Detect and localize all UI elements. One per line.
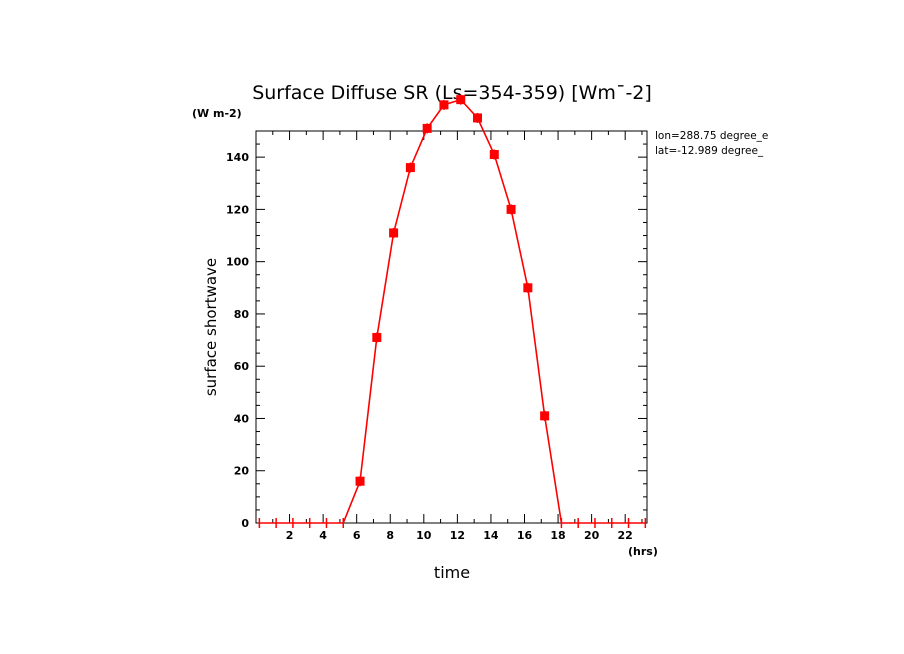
point-marker: [372, 332, 382, 342]
point-marker: [506, 204, 516, 214]
chart-title: Surface Diffuse SR (Ls=354-359) [Wm¯-2]: [252, 82, 652, 104]
x-tick-label: 22: [618, 529, 633, 542]
y-tick-label: 60: [234, 360, 250, 373]
y-tick-label: 80: [234, 308, 250, 321]
point-marker: [523, 283, 533, 293]
x-tick-label: 18: [550, 529, 565, 542]
y-tick-label: 20: [234, 465, 250, 478]
x-tick-label: 10: [416, 529, 432, 542]
y-tick-label: 120: [226, 203, 249, 216]
x-tick-label: 6: [353, 529, 361, 542]
data-point: [523, 282, 533, 293]
data-series: [258, 94, 647, 528]
x-tick-label: 16: [517, 529, 533, 542]
x-tick-labels: 2 4 6 8 10 12 14 16 18 20 22: [286, 529, 633, 542]
x-axis-title: time: [434, 563, 470, 582]
point-marker: [355, 476, 365, 486]
x-tick-label: 2: [286, 529, 294, 542]
annotation-lon: lon=288.75 degree_e: [655, 130, 768, 142]
point-marker: [473, 113, 483, 123]
data-point: [506, 204, 516, 215]
point-marker: [422, 123, 432, 133]
point-marker: [439, 100, 449, 110]
data-point: [422, 123, 432, 134]
axis-ticks: [256, 131, 647, 524]
data-point: [405, 162, 415, 173]
point-marker: [405, 163, 415, 173]
y-tick-label: 0: [241, 517, 249, 530]
point-marker: [389, 228, 399, 238]
y-unit-label: (W m-2): [192, 107, 242, 120]
x-tick-label: 12: [450, 529, 465, 542]
data-point: [439, 99, 449, 110]
y-tick-label: 40: [234, 412, 250, 425]
y-tick-label: 140: [226, 151, 249, 164]
point-marker: [456, 95, 466, 105]
annotation-lat: lat=-12.989 degree_: [655, 145, 764, 157]
data-point: [489, 149, 499, 160]
x-unit-label: (hrs): [628, 545, 658, 558]
data-point: [389, 227, 399, 238]
point-marker: [540, 411, 550, 421]
data-point: [540, 410, 550, 421]
y-axis-title: surface shortwave: [202, 258, 220, 396]
data-point: [355, 476, 365, 487]
x-tick-label: 8: [386, 529, 394, 542]
data-point: [473, 112, 483, 123]
x-tick-label: 4: [319, 529, 327, 542]
data-point: [456, 94, 466, 105]
series-line: [259, 98, 646, 524]
point-marker: [489, 150, 499, 160]
y-tick-label: 100: [226, 256, 249, 269]
x-tick-label: 20: [584, 529, 600, 542]
plot-frame: [255, 130, 648, 524]
data-point: [372, 332, 382, 343]
y-tick-labels: 0 20 40 60 80 100 120 140: [226, 151, 249, 530]
x-tick-label: 14: [483, 529, 499, 542]
